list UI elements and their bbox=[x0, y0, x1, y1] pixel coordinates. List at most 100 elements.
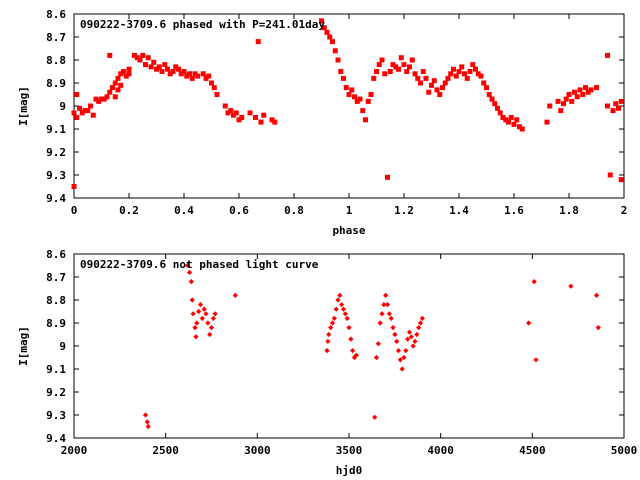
data-point bbox=[386, 311, 392, 317]
data-point bbox=[325, 338, 331, 344]
data-point bbox=[74, 92, 80, 97]
y-tick-label: 9.1 bbox=[46, 123, 66, 136]
data-point bbox=[445, 75, 451, 81]
data-point bbox=[272, 119, 278, 125]
data-point bbox=[375, 341, 381, 347]
data-point bbox=[176, 66, 181, 72]
data-point bbox=[398, 55, 404, 61]
data-point bbox=[261, 112, 267, 118]
data-point bbox=[605, 103, 610, 109]
x-tick-label: 1.8 bbox=[559, 204, 579, 217]
data-point bbox=[203, 75, 209, 81]
data-point bbox=[236, 117, 242, 123]
data-point bbox=[112, 80, 118, 86]
data-point bbox=[533, 357, 539, 363]
data-point bbox=[112, 94, 118, 100]
data-point bbox=[511, 121, 517, 127]
data-point bbox=[107, 52, 113, 58]
data-point bbox=[85, 108, 91, 114]
data-point bbox=[416, 325, 422, 331]
data-point bbox=[156, 64, 162, 70]
data-point bbox=[593, 292, 600, 298]
data-point bbox=[384, 302, 391, 308]
data-point bbox=[123, 73, 129, 79]
data-point bbox=[407, 64, 412, 70]
data-point bbox=[360, 108, 366, 114]
data-point bbox=[555, 98, 561, 104]
data-point bbox=[572, 89, 577, 95]
data-point bbox=[372, 414, 378, 420]
data-point bbox=[399, 366, 405, 372]
data-point bbox=[339, 302, 345, 308]
data-point bbox=[616, 105, 621, 111]
data-point bbox=[327, 34, 333, 40]
data-point bbox=[148, 64, 154, 70]
data-point bbox=[595, 325, 601, 331]
data-point bbox=[206, 73, 212, 79]
data-point bbox=[118, 71, 124, 77]
data-point bbox=[475, 71, 481, 77]
data-point bbox=[434, 87, 440, 93]
data-point bbox=[390, 325, 396, 331]
data-point bbox=[448, 71, 454, 77]
data-point bbox=[492, 101, 498, 107]
data-point bbox=[225, 110, 231, 116]
data-point bbox=[462, 71, 467, 77]
data-point bbox=[417, 320, 424, 326]
data-point bbox=[170, 69, 176, 74]
data-point bbox=[390, 62, 396, 68]
data-point bbox=[228, 108, 234, 114]
data-point bbox=[566, 92, 572, 97]
data-point bbox=[464, 75, 470, 81]
data-point bbox=[126, 66, 132, 72]
data-point bbox=[212, 311, 218, 317]
data-point bbox=[561, 101, 566, 107]
data-point bbox=[82, 108, 88, 114]
data-point bbox=[486, 92, 492, 97]
data-point bbox=[184, 73, 190, 79]
data-point bbox=[159, 69, 165, 74]
data-point bbox=[588, 87, 594, 93]
data-point bbox=[77, 105, 82, 111]
data-point bbox=[583, 85, 588, 91]
data-point bbox=[500, 115, 506, 120]
data-point bbox=[514, 117, 520, 123]
y-tick-label: 9.1 bbox=[46, 363, 66, 376]
data-point bbox=[154, 66, 159, 72]
data-point bbox=[173, 64, 179, 70]
data-point bbox=[459, 64, 465, 70]
data-point bbox=[410, 343, 416, 349]
data-point bbox=[368, 92, 374, 97]
data-point bbox=[397, 357, 403, 363]
data-point bbox=[618, 177, 624, 183]
data-point bbox=[426, 89, 432, 95]
data-point bbox=[568, 283, 574, 289]
data-point bbox=[231, 112, 236, 118]
y-tick-label: 9.2 bbox=[46, 146, 66, 159]
data-point bbox=[151, 59, 157, 65]
data-point bbox=[258, 119, 264, 125]
data-point bbox=[508, 115, 514, 120]
data-point bbox=[451, 66, 456, 72]
data-point bbox=[203, 311, 209, 317]
data-point bbox=[388, 315, 394, 321]
data-point bbox=[199, 315, 205, 321]
data-point bbox=[88, 103, 93, 109]
data-point bbox=[321, 25, 327, 31]
data-point bbox=[126, 71, 132, 77]
data-point bbox=[371, 75, 377, 81]
data-point bbox=[415, 75, 421, 81]
data-point bbox=[401, 62, 407, 68]
data-point bbox=[405, 336, 411, 342]
x-tick-label: 3500 bbox=[336, 444, 363, 457]
data-point bbox=[442, 80, 448, 86]
data-point bbox=[526, 320, 532, 326]
data-point bbox=[222, 103, 228, 109]
y-tick-label: 8.7 bbox=[46, 31, 66, 44]
data-point bbox=[401, 354, 407, 361]
data-point bbox=[332, 48, 338, 54]
data-point bbox=[210, 315, 216, 321]
y-tick-label: 9 bbox=[59, 340, 66, 353]
data-point bbox=[348, 336, 354, 342]
